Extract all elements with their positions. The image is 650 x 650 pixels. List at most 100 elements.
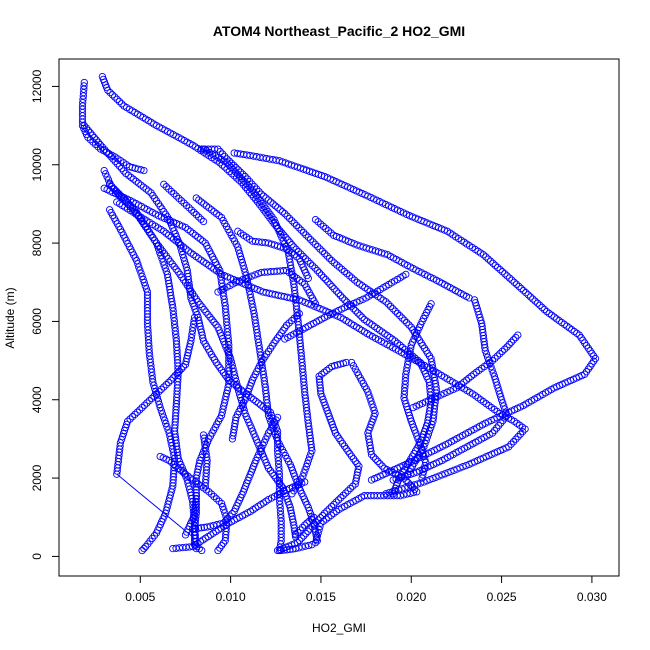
data-point	[496, 350, 504, 358]
data-point	[505, 340, 513, 349]
data-point	[191, 524, 200, 533]
data-point	[113, 160, 121, 168]
data-point	[218, 408, 226, 416]
data-point	[290, 251, 298, 259]
data-point	[170, 190, 178, 198]
data-point	[493, 424, 501, 432]
data-point	[156, 248, 164, 257]
data-point	[160, 227, 168, 235]
data-point	[342, 445, 350, 453]
data-point	[316, 384, 324, 392]
data-point	[307, 450, 315, 458]
data-point	[132, 177, 140, 185]
data-point	[402, 270, 410, 279]
data-point	[196, 235, 205, 243]
data-point	[305, 541, 313, 550]
data-point	[325, 364, 333, 373]
data-point	[501, 270, 509, 278]
data-point	[479, 251, 488, 259]
data-point	[136, 406, 144, 414]
data-point	[221, 509, 229, 517]
data-point	[494, 263, 502, 272]
x-axis-label: HO2_GMI	[312, 621, 366, 635]
data-point	[302, 462, 310, 471]
data-point	[496, 265, 504, 274]
data-point	[301, 466, 309, 474]
data-point	[467, 372, 475, 380]
data-point	[519, 427, 527, 436]
data-point	[158, 255, 166, 263]
data-point	[219, 503, 227, 511]
data-point	[150, 381, 158, 389]
data-point	[119, 429, 128, 438]
data-point	[311, 240, 319, 248]
data-point	[512, 435, 520, 443]
data-point	[330, 285, 338, 293]
data-point	[124, 171, 133, 179]
data-point	[105, 180, 114, 188]
data-point	[298, 534, 306, 542]
data-point	[297, 226, 305, 234]
data-point	[330, 500, 338, 509]
data-point	[391, 307, 399, 315]
data-point	[199, 237, 207, 245]
y-tick-label: 10000	[30, 148, 44, 182]
data-point	[86, 136, 95, 144]
data-point	[378, 462, 386, 470]
data-point	[279, 244, 288, 252]
data-point	[381, 330, 389, 338]
data-point	[94, 143, 102, 151]
data-point	[172, 462, 180, 470]
data-point	[174, 464, 182, 472]
data-point	[216, 520, 224, 528]
data-point	[295, 309, 303, 318]
data-point	[212, 495, 221, 503]
x-axis: 0.005 0.010 0.015 0.020 0.025 0.030	[125, 575, 607, 604]
data-point	[286, 545, 294, 554]
data-point	[460, 378, 468, 386]
data-point	[138, 546, 146, 555]
data-point	[288, 249, 296, 257]
data-point	[305, 453, 314, 461]
data-point	[491, 354, 499, 362]
data-point	[233, 381, 241, 389]
data-point	[143, 399, 151, 407]
data-point	[320, 368, 328, 376]
data-point	[210, 208, 218, 216]
data-point	[545, 309, 553, 318]
data-point	[137, 166, 145, 174]
data-point	[207, 206, 216, 214]
data-point	[232, 377, 240, 386]
data-point	[104, 86, 112, 94]
data-point	[573, 329, 581, 337]
data-point	[403, 490, 411, 498]
data-point	[536, 301, 544, 309]
data-point	[301, 521, 309, 529]
data-point	[179, 243, 188, 251]
data-point	[515, 282, 523, 291]
data-point	[124, 199, 132, 207]
data-point	[205, 261, 213, 270]
data-point	[540, 305, 549, 314]
data-point	[420, 478, 428, 486]
data-point	[184, 472, 192, 480]
data-point	[148, 394, 156, 403]
data-point	[502, 408, 510, 416]
data-point	[80, 121, 88, 130]
data-point	[199, 217, 208, 226]
data-point	[223, 159, 231, 167]
data-point	[138, 403, 146, 412]
data-point	[175, 367, 183, 375]
data-point	[273, 476, 282, 485]
data-point	[298, 523, 307, 532]
data-point	[207, 490, 216, 498]
data-point	[174, 239, 183, 247]
data-point	[229, 364, 237, 373]
data-point	[290, 314, 298, 322]
data-point	[230, 371, 239, 379]
data-point	[271, 430, 279, 439]
data-point	[275, 546, 284, 555]
data-point	[295, 544, 303, 552]
data-point	[197, 524, 205, 532]
data-point	[270, 471, 278, 480]
